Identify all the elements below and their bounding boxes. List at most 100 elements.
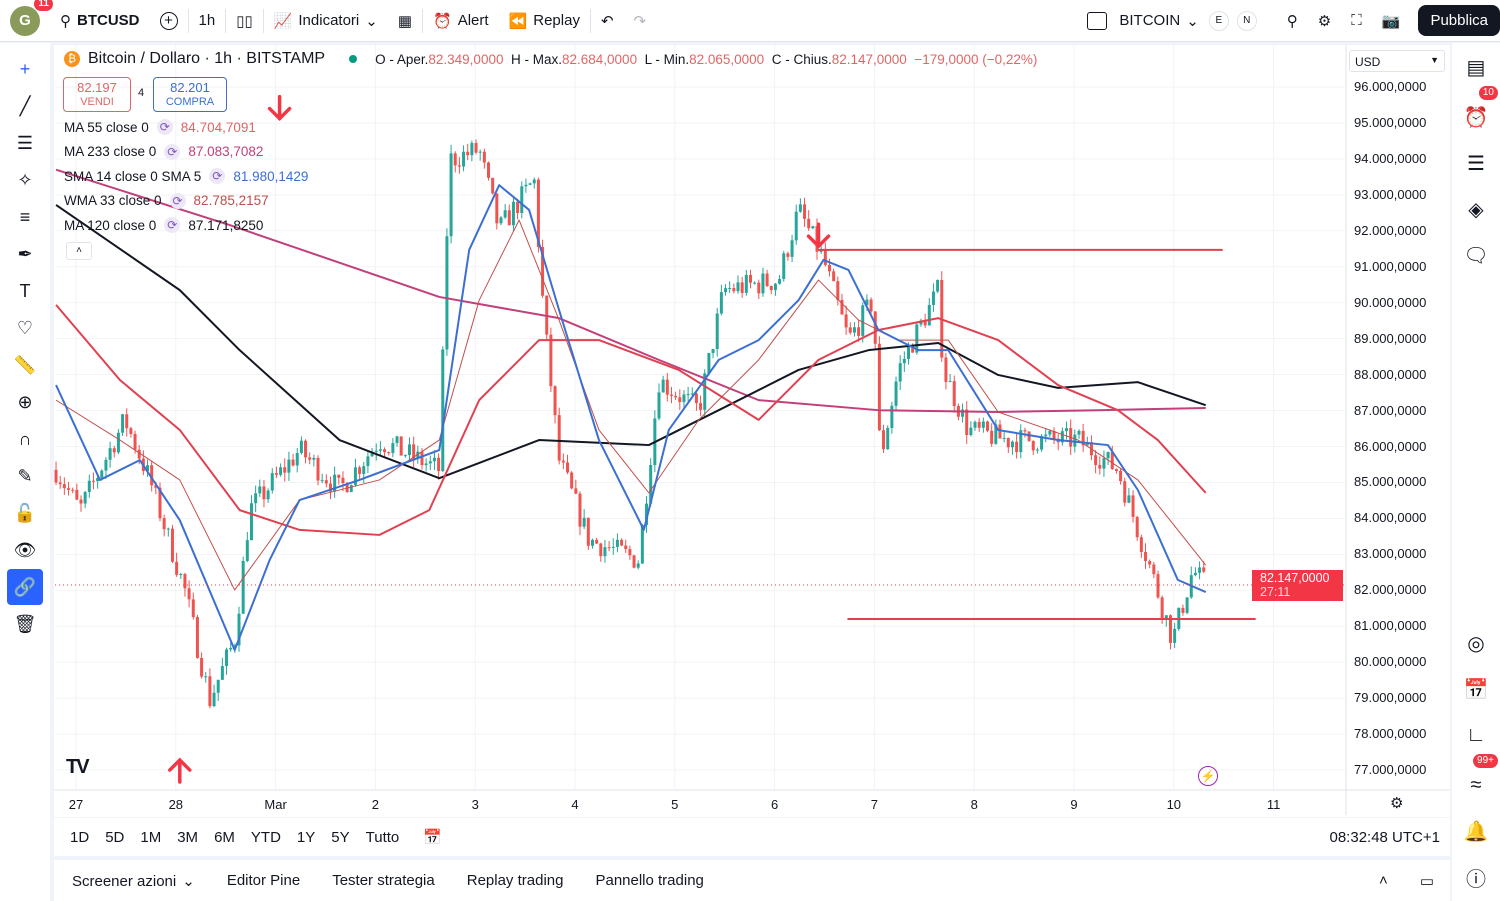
refresh-icon[interactable]: ⟳ <box>169 192 186 209</box>
help-icon[interactable]: ⓘ <box>1466 868 1486 891</box>
replay-button[interactable]: ⏪ Replay <box>499 0 590 42</box>
refresh-icon[interactable]: ⟳ <box>156 119 173 135</box>
indicator-row[interactable]: WMA 33 close 0 ⟳ 82.785,2157 <box>64 192 269 209</box>
date-range-icon[interactable]: 📅 <box>423 829 442 846</box>
pencil-lock-icon[interactable]: ✎ <box>17 465 33 486</box>
range-ytd[interactable]: YTD <box>250 828 281 846</box>
watchlist-icon[interactable]: ▤ <box>1466 56 1486 79</box>
candle <box>965 409 969 435</box>
indicator-value: 82.785,2157 <box>193 193 269 208</box>
chart-tool-icon[interactable]: ∟ <box>1466 723 1486 746</box>
alerts-icon[interactable]: ⏰ 10 <box>1458 86 1498 135</box>
fib-icon[interactable]: ☰ <box>16 132 34 153</box>
indicators-button[interactable]: 📈 Indicatori ⌄ <box>264 0 388 42</box>
alert-button[interactable]: ⏰ Alert <box>423 0 499 42</box>
avatar[interactable]: G 11 <box>10 0 53 36</box>
redo-button[interactable]: ↷ <box>624 0 657 42</box>
candle <box>241 560 245 614</box>
candle <box>1164 615 1168 619</box>
snapshot-button[interactable]: 📷 <box>1372 0 1411 42</box>
candle <box>399 436 403 456</box>
refresh-icon[interactable]: ⟳ <box>209 168 226 184</box>
candle <box>441 349 445 472</box>
range-3m[interactable]: 3M <box>177 828 199 846</box>
range-tutto[interactable]: Tutto <box>365 828 400 846</box>
indicator-row[interactable]: MA 120 close 0 ⟳ 87.171,8250 <box>64 217 263 233</box>
range-5y[interactable]: 5Y <box>331 828 350 846</box>
candle <box>154 485 158 488</box>
sell-button[interactable]: 82.197 VENDI <box>63 77 131 112</box>
footer-tab[interactable]: Tester strategia <box>316 872 451 890</box>
axis-settings-icon[interactable]: ⚙ <box>1390 795 1404 812</box>
maximize-panel-icon[interactable]: ▭ <box>1419 872 1434 890</box>
price-chart[interactable] <box>0 0 1500 820</box>
symbol-search[interactable]: ⚲ BTCUSD <box>50 0 150 42</box>
eye-icon[interactable]: 👁 <box>13 539 37 560</box>
e-button[interactable]: E <box>1208 10 1229 31</box>
indicator-row[interactable]: MA 55 close 0 ⟳ 84.704,7091 <box>64 119 256 135</box>
arrow-up-icon[interactable] <box>168 757 192 784</box>
range-1d[interactable]: 1D <box>70 828 90 846</box>
text-icon[interactable]: T <box>19 280 31 301</box>
zoom-in-icon[interactable]: ⊕ <box>17 391 33 412</box>
projection-icon[interactable]: ≡ <box>19 206 31 227</box>
pattern-icon[interactable]: ✧ <box>17 169 33 190</box>
trash-icon[interactable]: 🗑 <box>13 613 37 634</box>
arrow-down-icon[interactable] <box>806 222 831 249</box>
refresh-icon[interactable]: ⟳ <box>164 143 181 160</box>
news-icon[interactable]: ≈99+ <box>1458 754 1498 803</box>
candle <box>557 415 561 461</box>
chat-icon[interactable]: 🗨 <box>1463 244 1489 267</box>
templates-button[interactable]: ▦ <box>388 0 422 42</box>
heart-icon[interactable]: ♡ <box>16 317 34 338</box>
n-button[interactable]: N <box>1236 10 1257 31</box>
candle <box>266 490 270 500</box>
undo-button[interactable]: ↶ <box>591 0 624 42</box>
news-badge: 99+ <box>1473 754 1498 768</box>
candle <box>902 358 906 364</box>
publish-button[interactable]: Pubblica <box>1418 5 1500 36</box>
bell-icon[interactable]: 🔔 <box>1463 820 1489 843</box>
candle <box>952 381 956 407</box>
compare-symbol-button[interactable]: + <box>150 0 188 42</box>
footer-tab[interactable]: Replay trading <box>451 872 580 890</box>
indicator-value: 87.171,8250 <box>188 217 264 233</box>
candle <box>811 226 815 229</box>
settings-button[interactable]: ⚙ <box>1308 0 1341 42</box>
range-6m[interactable]: 6M <box>214 828 235 846</box>
range-5d[interactable]: 5D <box>105 828 125 846</box>
footer-tab[interactable]: Editor Pine <box>211 872 316 890</box>
crosshair-icon[interactable]: + <box>19 58 31 79</box>
arrow-down-icon[interactable] <box>267 94 292 122</box>
currency-select[interactable]: USD ▼ <box>1349 50 1445 72</box>
list-icon[interactable]: ☰ <box>1467 152 1485 175</box>
range-1m[interactable]: 1M <box>140 828 162 846</box>
footer-tab[interactable]: Pannello trading <box>579 872 719 890</box>
chart-type-button[interactable]: ▯▯ <box>226 0 263 42</box>
lightning-icon[interactable]: ⚡ <box>1198 766 1218 786</box>
trend-line-icon[interactable]: ╱ <box>19 95 31 116</box>
fullscreen-button[interactable]: ⛶ <box>1341 0 1372 42</box>
chart-pane[interactable] <box>54 45 1450 817</box>
quick-search-button[interactable]: ⚲ <box>1277 0 1308 42</box>
interval-button[interactable]: 1h <box>189 0 226 42</box>
target-icon[interactable]: ◎ <box>1467 632 1485 655</box>
range-1y[interactable]: 1Y <box>296 828 316 846</box>
layers-icon[interactable]: ◈ <box>1468 198 1484 221</box>
watchlist-button[interactable]: BITCOIN ⌄ <box>1077 0 1208 42</box>
calendar-icon[interactable]: 📅 <box>1463 678 1489 701</box>
refresh-icon[interactable]: ⟳ <box>164 217 181 233</box>
clock[interactable]: 08:32:48 UTC+1 <box>1329 828 1441 846</box>
collapse-panel-icon[interactable]: ˄ <box>1379 872 1388 889</box>
footer-tab[interactable]: Screener azioni ⌄ <box>56 872 211 890</box>
ruler-icon[interactable]: 📏 <box>13 354 37 375</box>
magnet-icon[interactable]: ∩ <box>18 428 32 449</box>
link-icon[interactable]: 🔗 <box>7 569 43 605</box>
indicator-row[interactable]: SMA 14 close 0 SMA 5 ⟳ 81.980,1429 <box>64 168 308 184</box>
buy-button[interactable]: 82.201 COMPRA <box>153 77 227 112</box>
candle <box>1002 437 1006 439</box>
collapse-legend-button[interactable]: ˄ <box>66 242 92 260</box>
brush-icon[interactable]: ✒ <box>17 243 33 264</box>
lock-icon[interactable]: 🔓 <box>13 502 37 523</box>
indicator-row[interactable]: MA 233 close 0 ⟳ 87.083,7082 <box>64 143 263 160</box>
